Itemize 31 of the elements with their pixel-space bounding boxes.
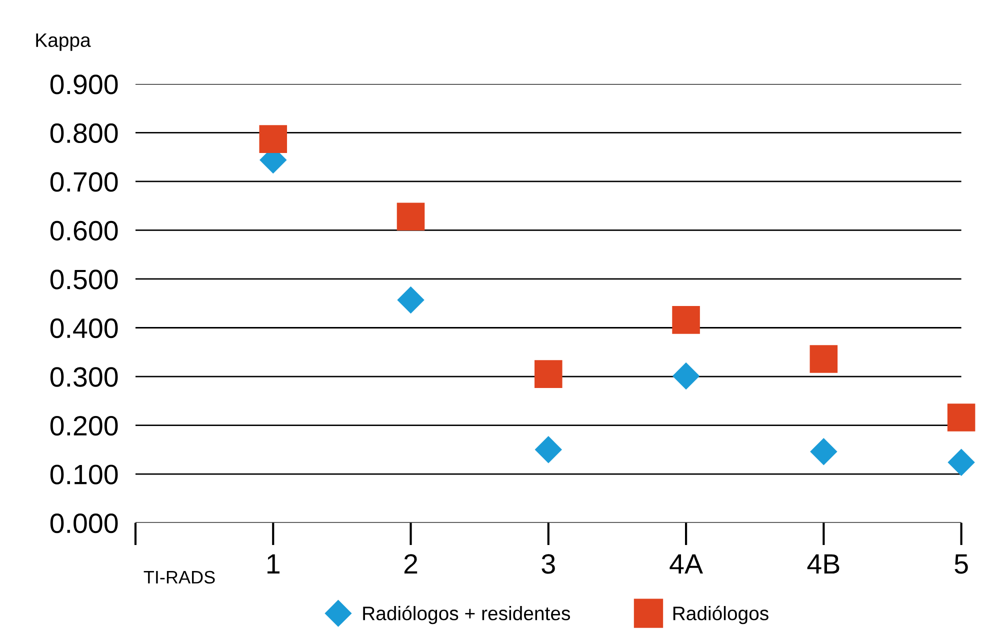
- y-axis-title: Kappa: [36, 33, 91, 51]
- y-tick-label: 0.500: [50, 270, 118, 290]
- y-tick-label: 0.400: [50, 318, 118, 338]
- point: [397, 286, 424, 314]
- point: [534, 436, 562, 464]
- point: [810, 345, 838, 373]
- y-tick-label: 0.800: [50, 123, 118, 144]
- y-tick-label: 0.900: [50, 74, 118, 94]
- point: [947, 404, 976, 432]
- x-tick-label: 4B: [807, 554, 840, 574]
- y-tick-label: 0.200: [50, 416, 118, 436]
- point: [948, 448, 975, 476]
- x-tick-label: 3: [542, 554, 555, 574]
- point: [672, 362, 700, 390]
- x-tick-label: 2: [404, 554, 418, 574]
- x-tick-label: 5: [954, 554, 968, 574]
- point: [259, 125, 288, 153]
- x-tick-label: 4A: [670, 554, 703, 574]
- y-tick-label: 0.100: [50, 464, 118, 484]
- y-tick-label: 0.000: [50, 513, 118, 534]
- x-axis-title: TI-RADS: [144, 570, 215, 584]
- legend-label: Radiólogos + residentes: [363, 606, 570, 624]
- point: [810, 438, 838, 466]
- point: [396, 202, 425, 230]
- point: [534, 360, 562, 388]
- point: [672, 306, 700, 334]
- x-tick-label: 1: [268, 554, 280, 574]
- y-tick-label: 0.600: [50, 220, 118, 241]
- y-tick-label: 0.300: [50, 367, 118, 387]
- y-tick-label: 0.700: [50, 172, 118, 192]
- legend-label: Radiólogos: [673, 606, 768, 624]
